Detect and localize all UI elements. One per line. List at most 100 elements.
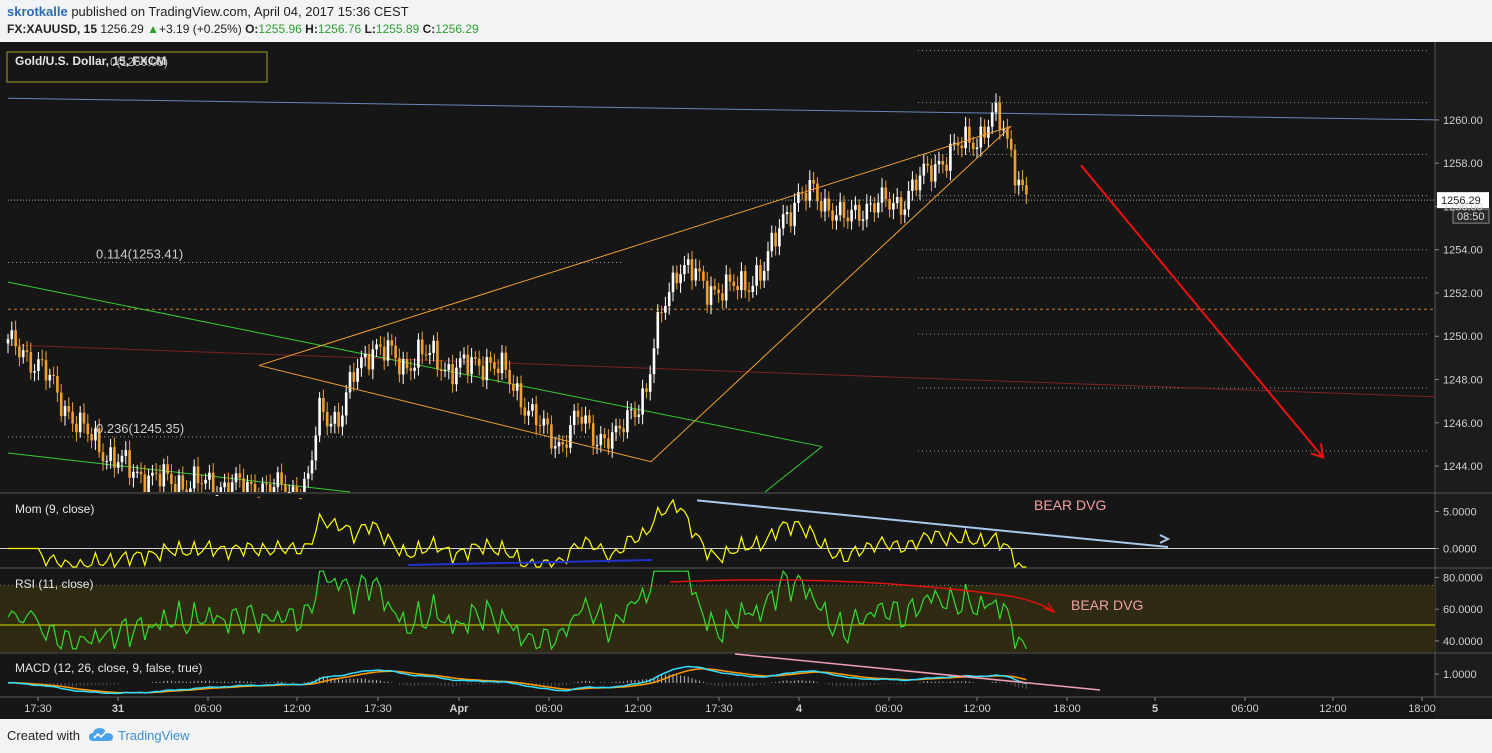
candle-body [363,353,367,358]
channel-line-connector [764,446,823,493]
candle-body [37,359,40,372]
candle-body [401,358,405,375]
y-tick-label: 60.0000 [1443,604,1483,616]
candle-body [329,423,333,427]
candle-body [702,271,705,281]
candle-body [527,410,530,416]
open-value: 1255.96 [258,22,302,36]
candle-body [614,425,618,433]
countdown-tag [1452,208,1490,224]
rsi-divergence-arrowhead [1043,602,1056,614]
candle-body [907,190,910,210]
momentum-title: Mom (9, close) [15,502,94,516]
candle-body [781,214,785,229]
low-label: L: [364,22,376,36]
candle-body [344,392,348,416]
chart-canvas[interactable]: 1260.00 1258.00 1256.00 1254.00 1252.00 1250.… [0,42,1492,719]
candle-body [664,306,667,313]
x-tick-label: 12:00 [963,703,991,715]
candle-body [196,466,200,484]
candle-body [652,348,656,375]
momentum-support-line [407,559,653,566]
candle-body [607,438,610,449]
symbol-label: FX:XAUUSD, 15 [7,22,98,36]
candle-body [690,259,694,281]
candle-body [439,369,443,372]
candle-body [561,442,565,445]
candle-body [428,353,432,355]
x-tick-label: 06:00 [875,703,903,715]
chart-area[interactable]: 1260.00 1258.00 1256.00 1254.00 1252.00 1250.… [0,42,1492,719]
x-tick-label: 06:00 [194,703,222,715]
candle-body [1009,138,1013,150]
x-tick-label: 12:00 [624,703,652,715]
candle-body [755,265,758,286]
candle-body [33,371,36,373]
candle-body [534,403,538,426]
candle-body [747,290,751,292]
candle-body [272,487,276,492]
chart-title: Gold/U.S. Dollar, 15, FXCM [15,54,166,68]
candle-body [857,204,861,221]
candle-body [736,286,739,291]
candle-body [591,423,595,446]
candle-body [880,187,884,203]
x-tick-label: 17:30 [364,703,392,715]
candle-body [903,209,907,215]
candle-body [10,330,14,340]
candle-body [804,192,808,201]
momentum-divergence-arrowhead [1159,534,1171,544]
candle-body [166,464,169,474]
candle-body [333,411,337,424]
author-link[interactable]: skrotkalle [7,4,68,19]
candle-body [143,474,147,492]
candle-body [322,397,325,412]
candle-body [660,312,663,314]
tradingview-brand[interactable]: TradingView [118,728,190,743]
candle-body [375,344,378,350]
candle-body [325,411,329,427]
candle-body [546,418,549,425]
candle-body [242,478,245,492]
candle-body [424,354,428,356]
candle-body [97,428,101,453]
candle-body [360,357,363,369]
y-tick-label: 1244.00 [1443,461,1483,473]
candle-body [922,163,926,176]
macd-title: MACD (12, 26, close, 9, false, true) [15,661,202,675]
candle-body [462,354,466,359]
candle-body [390,340,394,346]
candle-body [565,444,568,448]
candle-body [409,368,413,371]
candle-body [971,142,975,150]
candle-body [489,357,492,363]
candle-body [276,472,280,488]
candle-body [59,392,63,417]
candle-body [865,203,869,220]
candle-body [493,362,496,369]
rsi-line [7,569,1027,651]
candle-body [268,483,272,492]
candle-body [173,484,177,492]
candle-body [797,192,800,203]
overlap-label: 0(1260.05) [110,55,168,69]
candle-body [474,357,477,359]
candle-body [762,270,766,281]
candle-body [185,489,188,492]
tradingview-cloud-icon[interactable] [88,726,114,747]
chart-footer: Created with TradingView [0,719,1492,753]
y-tick-label: 1250.00 [1443,331,1483,343]
candle-body [827,198,831,211]
candle-body [774,232,777,247]
candle-body [994,102,998,113]
y-tick-label: 40.0000 [1443,636,1483,648]
x-tick-label: 06:00 [535,703,563,715]
candle-body [785,212,789,215]
last-price-tag [1437,192,1489,209]
candle-body [116,462,120,468]
publish-info: published on TradingView.com, April 04, … [67,4,409,19]
candle-body [101,452,105,462]
candle-body [641,388,644,415]
candle-body [246,481,249,492]
candle-body [842,201,846,218]
